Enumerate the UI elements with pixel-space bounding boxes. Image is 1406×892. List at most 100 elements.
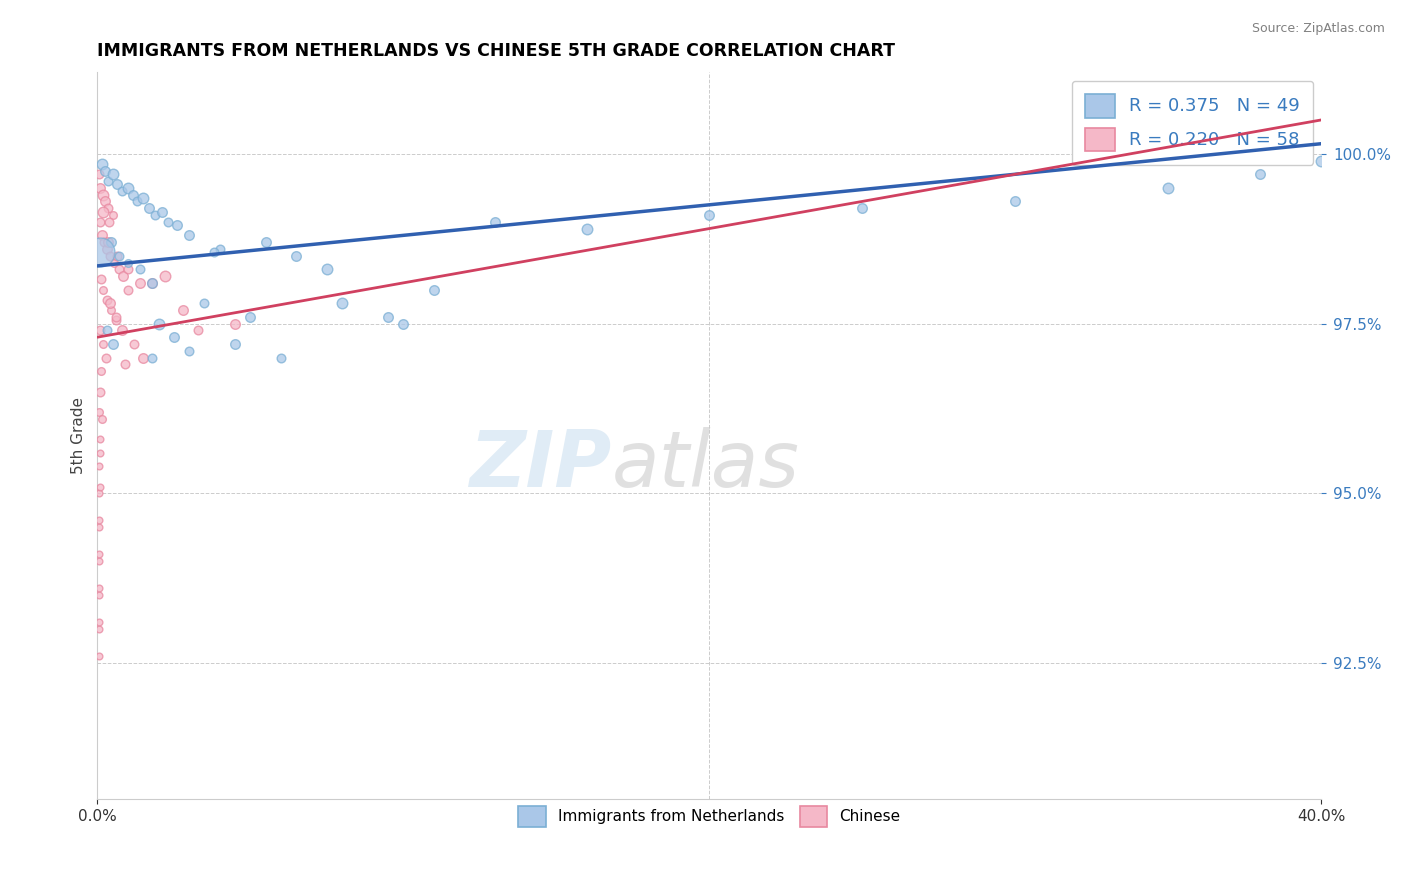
- Point: [104, 313, 127, 327]
- Point: [97, 235, 120, 249]
- Point: [89, 486, 111, 500]
- Point: [91, 187, 114, 202]
- Point: [1004, 194, 1026, 209]
- Point: [129, 262, 152, 277]
- Point: [270, 351, 292, 365]
- Point: [89, 459, 111, 474]
- Legend: Immigrants from Netherlands, Chinese: Immigrants from Netherlands, Chinese: [510, 797, 908, 835]
- Point: [91, 157, 114, 171]
- Point: [105, 178, 128, 192]
- Point: [100, 303, 122, 318]
- Point: [138, 201, 160, 215]
- Point: [224, 317, 246, 331]
- Point: [392, 317, 415, 331]
- Point: [150, 204, 173, 219]
- Point: [1249, 167, 1271, 181]
- Point: [93, 204, 115, 219]
- Point: [96, 293, 118, 307]
- Point: [87, 622, 110, 636]
- Point: [193, 296, 215, 310]
- Point: [98, 249, 121, 263]
- Point: [132, 351, 155, 365]
- Point: [87, 615, 110, 630]
- Point: [96, 323, 118, 337]
- Point: [105, 249, 128, 263]
- Point: [89, 181, 111, 195]
- Point: [224, 337, 246, 351]
- Point: [89, 384, 111, 399]
- Point: [87, 405, 110, 419]
- Point: [132, 191, 155, 205]
- Point: [202, 245, 225, 260]
- Point: [87, 520, 110, 534]
- Point: [90, 364, 112, 378]
- Point: [208, 242, 231, 256]
- Point: [851, 201, 873, 215]
- Point: [141, 276, 163, 290]
- Point: [112, 269, 135, 284]
- Point: [87, 649, 110, 664]
- Point: [89, 479, 111, 493]
- Point: [187, 323, 209, 337]
- Point: [89, 554, 111, 568]
- Point: [89, 514, 111, 528]
- Point: [89, 323, 111, 337]
- Point: [121, 187, 143, 202]
- Point: [129, 276, 152, 290]
- Text: ZIP: ZIP: [470, 426, 612, 503]
- Point: [104, 310, 127, 324]
- Point: [96, 242, 118, 256]
- Point: [179, 228, 201, 243]
- Point: [98, 296, 121, 310]
- Text: atlas: atlas: [612, 426, 799, 503]
- Point: [315, 262, 337, 277]
- Text: Source: ZipAtlas.com: Source: ZipAtlas.com: [1251, 22, 1385, 36]
- Point: [94, 164, 117, 178]
- Point: [117, 255, 139, 269]
- Point: [91, 411, 114, 425]
- Point: [107, 262, 129, 277]
- Point: [239, 310, 262, 324]
- Point: [122, 337, 145, 351]
- Point: [117, 181, 139, 195]
- Point: [145, 208, 167, 222]
- Y-axis label: 5th Grade: 5th Grade: [72, 397, 86, 475]
- Point: [89, 548, 111, 562]
- Point: [93, 235, 115, 249]
- Point: [1157, 181, 1180, 195]
- Point: [423, 283, 446, 297]
- Point: [94, 194, 117, 209]
- Point: [89, 432, 111, 446]
- Point: [91, 337, 114, 351]
- Point: [90, 272, 112, 286]
- Point: [89, 245, 111, 260]
- Point: [1310, 153, 1333, 168]
- Point: [107, 249, 129, 263]
- Point: [117, 283, 139, 297]
- Point: [94, 351, 117, 365]
- Point: [697, 208, 720, 222]
- Point: [117, 262, 139, 277]
- Point: [89, 445, 111, 459]
- Point: [87, 167, 110, 181]
- Point: [575, 221, 598, 235]
- Point: [172, 303, 194, 318]
- Point: [111, 184, 134, 198]
- Point: [100, 235, 122, 249]
- Point: [127, 194, 149, 209]
- Point: [285, 249, 308, 263]
- Point: [141, 276, 163, 290]
- Point: [377, 310, 399, 324]
- Point: [111, 323, 134, 337]
- Point: [163, 330, 186, 344]
- Point: [91, 228, 114, 243]
- Point: [97, 174, 120, 188]
- Point: [98, 215, 121, 229]
- Point: [153, 269, 176, 284]
- Point: [484, 215, 506, 229]
- Point: [89, 588, 111, 602]
- Point: [89, 582, 111, 596]
- Point: [114, 357, 136, 371]
- Point: [101, 167, 124, 181]
- Point: [101, 337, 124, 351]
